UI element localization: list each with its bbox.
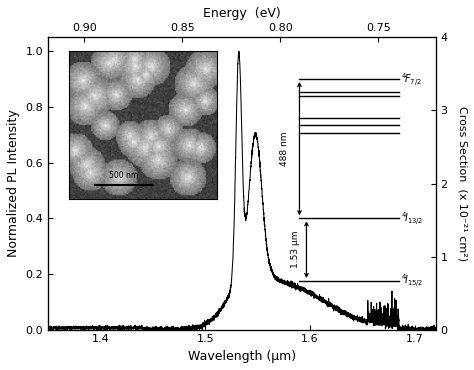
Text: $^4\!F_{7/2}$: $^4\!F_{7/2}$ bbox=[401, 71, 421, 88]
X-axis label: Wavelength (μm): Wavelength (μm) bbox=[188, 350, 296, 363]
Y-axis label: Cross Section  (x 10⁻²¹ cm²): Cross Section (x 10⁻²¹ cm²) bbox=[457, 106, 467, 261]
Y-axis label: Normalized PL Intensity: Normalized PL Intensity bbox=[7, 110, 20, 258]
Text: 488 nm: 488 nm bbox=[280, 131, 289, 166]
X-axis label: Energy  (eV): Energy (eV) bbox=[203, 7, 281, 20]
Text: $^4\!I_{15/2}$: $^4\!I_{15/2}$ bbox=[401, 272, 423, 289]
Text: $^4\!I_{13/2}$: $^4\!I_{13/2}$ bbox=[401, 210, 423, 227]
Text: 1.53 μm: 1.53 μm bbox=[291, 231, 300, 268]
